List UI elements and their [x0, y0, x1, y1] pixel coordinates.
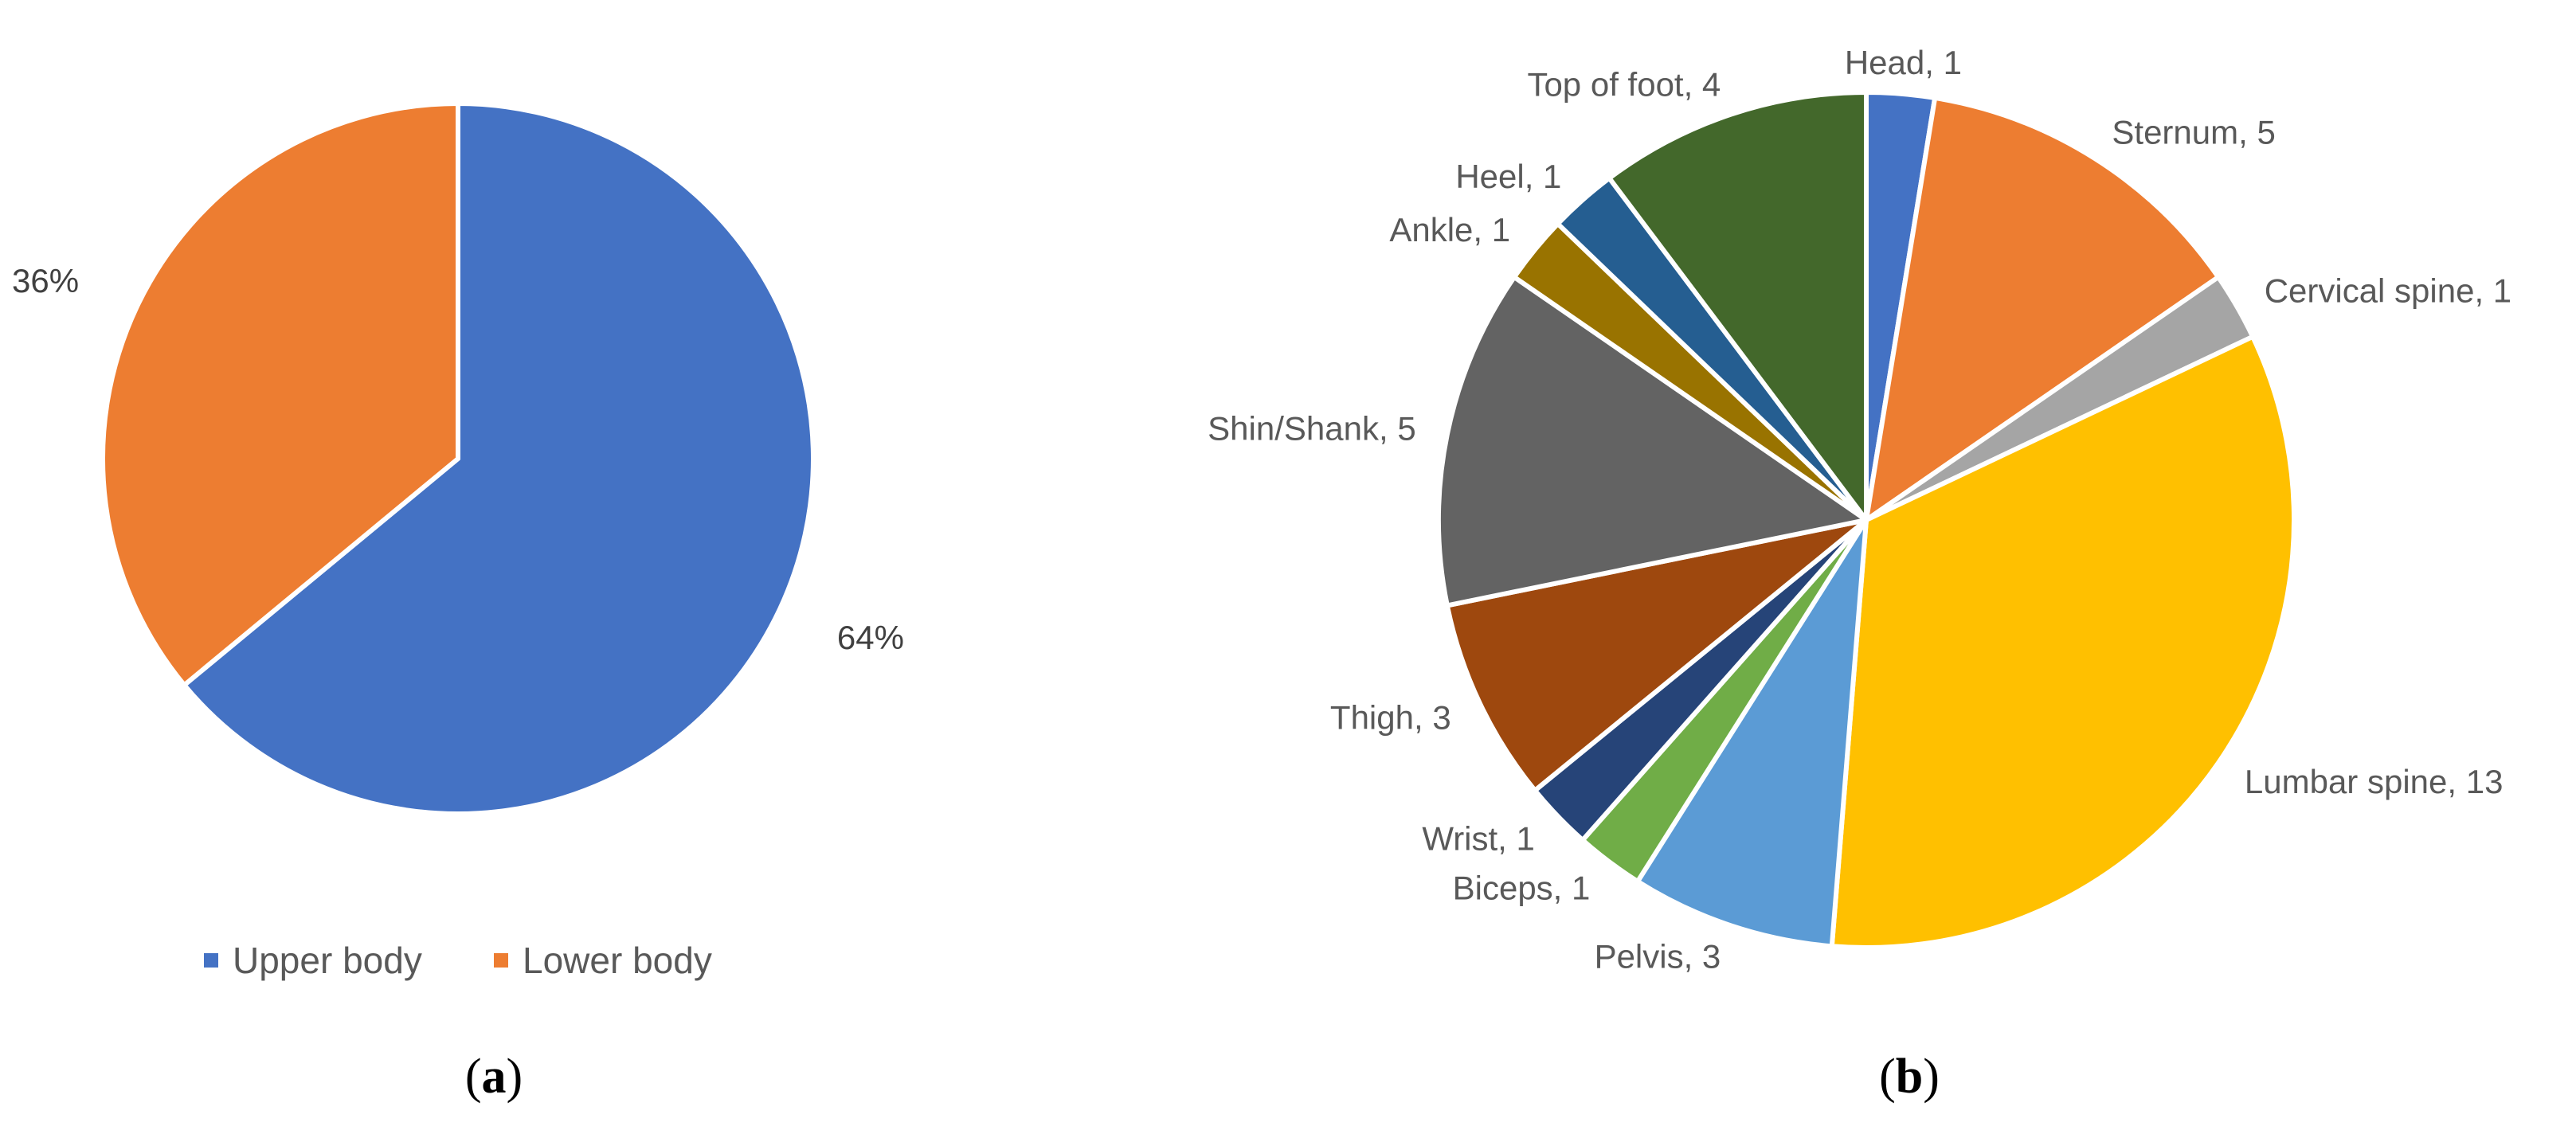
data-label-cervical-spine: Cervical spine, 1	[2265, 272, 2511, 310]
data-label-ankle: Ankle, 1	[1389, 211, 1510, 248]
caption-a: (a)	[465, 1050, 523, 1104]
data-label-shin-shank: Shin/Shank, 5	[1208, 410, 1416, 448]
data-label-upper-body: 64%	[837, 619, 904, 656]
pie-slice-top-of-foot	[1607, 90, 1869, 522]
legend-swatch-upper-body	[204, 953, 218, 968]
pie-slice-lumbar-spine	[1829, 334, 2296, 950]
pie-slice-upper-body	[182, 101, 816, 816]
pie-slice-thigh	[1444, 518, 1869, 793]
pie-slice-sternum	[1864, 95, 2221, 522]
legend-label-lower-body: Lower body	[523, 940, 712, 981]
data-label-biceps: Biceps, 1	[1453, 869, 1591, 906]
pie-slice-pelvis	[1634, 518, 1869, 949]
pie-slice-lower-body	[100, 101, 460, 688]
data-label-top-of-foot: Top of foot, 4	[1527, 66, 1721, 104]
data-label-thigh: Thigh, 3	[1330, 698, 1451, 736]
pie-chart-a: 64% 36%	[12, 101, 904, 816]
legend-swatch-lower-body	[494, 953, 508, 968]
legend-a: Upper body Lower body	[204, 940, 712, 981]
data-label-heel: Heel, 1	[1455, 158, 1561, 195]
caption-b: (b)	[1879, 1050, 1940, 1104]
pie-chart-b: Head, 1 Sternum, 5 Cervical spine, 1 Lumbar…	[1208, 44, 2511, 975]
data-label-sternum: Sternum, 5	[2112, 113, 2275, 151]
data-label-wrist: Wrist, 1	[1422, 820, 1535, 858]
data-label-lower-body: 36%	[12, 262, 79, 299]
data-label-pelvis: Pelvis, 3	[1595, 937, 1721, 975]
data-label-head: Head, 1	[1845, 44, 1962, 81]
pie-slice-shin-shank	[1436, 274, 1869, 608]
data-label-lumbar-spine: Lumbar spine, 13	[2245, 763, 2504, 800]
legend-label-upper-body: Upper body	[233, 940, 422, 981]
